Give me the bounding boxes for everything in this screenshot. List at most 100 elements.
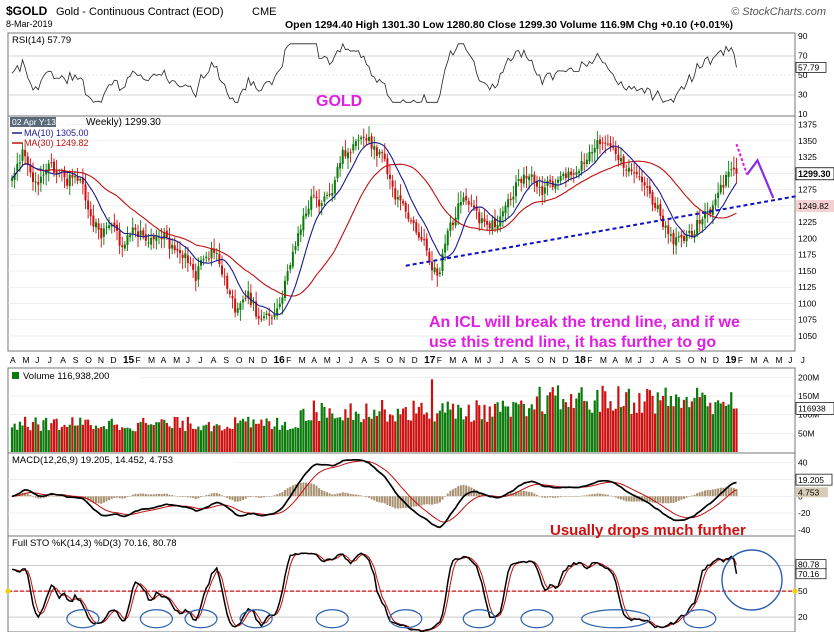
candle-body [341, 149, 344, 164]
candle-body [394, 188, 397, 200]
volume-bar [171, 428, 174, 452]
macd-histogram-bar [213, 493, 216, 497]
macd-histogram-bar [263, 496, 265, 498]
macd-histogram-bar [446, 493, 449, 497]
macd-histogram-bar [512, 492, 515, 497]
macd-value-box [795, 473, 833, 486]
date-tick-label: M [750, 355, 757, 365]
macd-histogram-bar [711, 489, 714, 497]
volume-bar [583, 400, 586, 452]
date-tick-label: M [625, 355, 632, 365]
macd-histogram-bar [620, 496, 622, 500]
macd-histogram-bar [223, 496, 226, 497]
macd-histogram-bar [320, 489, 323, 497]
macd-histogram-bar [344, 492, 347, 497]
volume-bar [701, 392, 704, 452]
macd-histogram-bar [533, 493, 536, 497]
volume-bar [113, 424, 116, 452]
macd-histogram-bar [58, 496, 61, 497]
candle-body [538, 187, 541, 189]
volume-bar [220, 430, 224, 452]
macd-histogram-bar [142, 493, 145, 497]
candle-body [302, 215, 305, 231]
macd-histogram-bar [415, 496, 418, 507]
candle-body [423, 239, 426, 241]
macd-histogram-bar [662, 496, 664, 504]
macd-histogram-bar [276, 494, 279, 497]
stochastic-low-ellipse [66, 609, 100, 629]
volume-bar [404, 407, 407, 452]
candle-body [732, 167, 735, 170]
candle-body [50, 162, 53, 164]
volume-bar [52, 419, 56, 452]
candle-body [126, 235, 129, 245]
volume-bar [168, 426, 171, 452]
macd-histogram-bar [158, 493, 160, 497]
volume-bar [45, 417, 48, 452]
volume-tick-label: 50M [798, 428, 815, 438]
macd-histogram-bar [341, 492, 344, 497]
volume-bar [622, 405, 625, 452]
volume-bar [488, 406, 491, 452]
date-tick-label: D [110, 355, 116, 365]
volume-bar [493, 403, 497, 452]
macd-histogram-bar [110, 496, 113, 499]
candle-body [244, 297, 247, 299]
candle-body [213, 248, 216, 253]
candle-body [693, 233, 696, 238]
volume-bar [24, 416, 27, 452]
candle-body [635, 171, 638, 175]
macd-histogram-bar [677, 496, 680, 501]
volume-bar [480, 419, 483, 452]
volume-bar [144, 423, 147, 452]
candle-body [168, 237, 171, 249]
volume-bar [619, 407, 623, 452]
candle-body [486, 221, 489, 225]
volume-bar [181, 420, 184, 452]
date-tick-label: 15 [123, 355, 135, 366]
date-tick-label: S [223, 355, 229, 365]
macd-histogram-bar [449, 490, 452, 497]
candle-body [381, 152, 384, 154]
volume-bar [97, 428, 100, 452]
candle-body [163, 232, 166, 240]
date-tick-label: J [499, 355, 503, 365]
candle-body [410, 220, 412, 222]
candle-body [546, 180, 549, 186]
candle-body [284, 280, 286, 298]
volume-bar [294, 427, 297, 452]
candle-body [39, 176, 42, 183]
volume-bar [157, 422, 161, 452]
candle-body [113, 222, 116, 227]
candle-body [667, 225, 670, 235]
candle-body [326, 194, 328, 196]
volume-bar [247, 416, 250, 452]
macd-histogram-bar [200, 496, 202, 498]
volume-bar [730, 392, 733, 452]
volume-bar [160, 419, 163, 452]
candle-body [559, 176, 562, 181]
macd-histogram-bar [333, 494, 336, 497]
recent-stochastic-circle [721, 549, 783, 611]
macd-histogram-bar [168, 494, 171, 497]
candle-body [680, 234, 683, 238]
volume-bar [333, 418, 336, 452]
candle-body [585, 159, 588, 164]
macd-histogram-bar [730, 487, 733, 497]
volume-bar [593, 400, 596, 452]
macd-histogram-bar [714, 488, 717, 497]
candle-body [291, 251, 294, 267]
macd-histogram-bar [305, 482, 307, 497]
date-tick-label: M [474, 355, 481, 365]
date-tick-label: M [600, 355, 607, 365]
candle-body [536, 181, 538, 187]
volume-bar [373, 409, 376, 452]
candle-body [278, 303, 281, 308]
candle-body [55, 170, 58, 175]
macd-histogram-bar [207, 494, 210, 497]
volume-bar [108, 420, 111, 452]
volume-bar [339, 417, 342, 452]
stochastic-low-ellipse [184, 609, 218, 629]
macd-histogram-bar [26, 493, 29, 497]
